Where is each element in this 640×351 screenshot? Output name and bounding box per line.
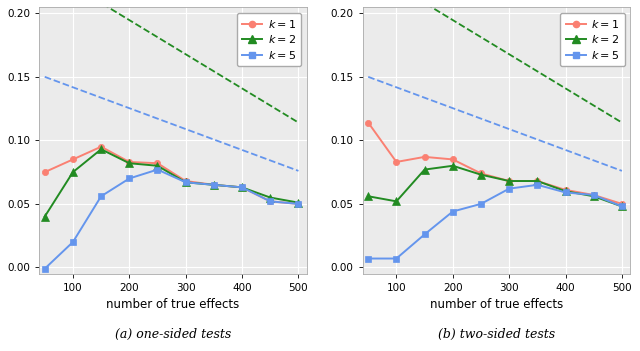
X-axis label: number of true effects: number of true effects (430, 298, 563, 311)
Legend: $k = 1$, $k = 2$, $k = 5$: $k = 1$, $k = 2$, $k = 5$ (237, 13, 301, 66)
X-axis label: number of true effects: number of true effects (106, 298, 239, 311)
Text: (b) two-sided tests: (b) two-sided tests (438, 327, 555, 340)
Legend: $k = 1$, $k = 2$, $k = 5$: $k = 1$, $k = 2$, $k = 5$ (560, 13, 625, 66)
Text: (a) one-sided tests: (a) one-sided tests (115, 327, 231, 340)
